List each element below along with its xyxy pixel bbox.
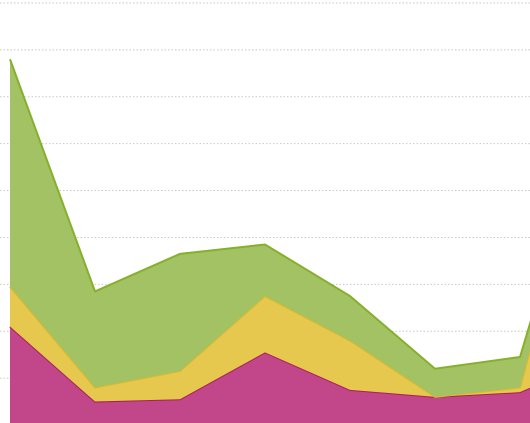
area-line bbox=[9, 286, 530, 398]
area-line bbox=[9, 58, 530, 370]
area bbox=[10, 326, 530, 423]
area bbox=[10, 286, 530, 402]
area bbox=[10, 59, 530, 397]
